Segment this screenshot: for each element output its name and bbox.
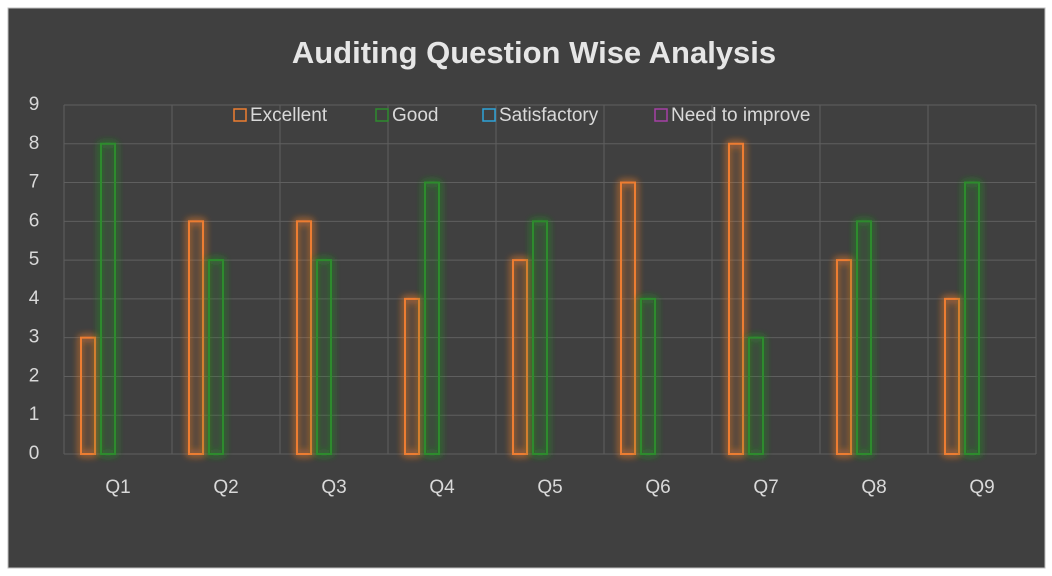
y-tick-label: 0 <box>29 443 40 464</box>
x-tick-label: Q9 <box>969 477 994 498</box>
legend-label: Satisfactory <box>499 105 599 126</box>
bar <box>208 259 224 455</box>
bar <box>748 336 764 455</box>
bar <box>620 181 636 456</box>
y-tick-label: 6 <box>29 210 40 231</box>
bar <box>944 297 960 455</box>
legend-label: Need to improve <box>671 105 810 126</box>
bar <box>640 297 656 455</box>
bar <box>856 220 872 455</box>
bar <box>80 336 96 455</box>
bar <box>836 259 852 455</box>
bar <box>964 181 980 456</box>
x-tick-label: Q5 <box>537 477 562 498</box>
bar <box>316 259 332 455</box>
y-tick-label: 1 <box>29 404 40 425</box>
legend-swatch <box>233 108 247 122</box>
bar <box>512 259 528 455</box>
x-tick-label: Q3 <box>321 477 346 498</box>
x-tick-label: Q7 <box>753 477 778 498</box>
bar <box>424 181 440 456</box>
y-tick-label: 4 <box>29 288 40 309</box>
legend-swatch <box>654 108 668 122</box>
bar <box>728 142 744 455</box>
legend-swatch <box>375 108 389 122</box>
bar <box>188 220 204 455</box>
y-tick-label: 5 <box>29 249 40 270</box>
x-tick-label: Q4 <box>429 477 455 498</box>
chart-title: Auditing Question Wise Analysis <box>292 35 776 70</box>
x-tick-label: Q8 <box>861 477 886 498</box>
x-tick-label: Q1 <box>105 477 130 498</box>
y-tick-label: 3 <box>29 327 40 348</box>
legend-label: Excellent <box>250 105 328 126</box>
bar <box>296 220 312 455</box>
bar <box>404 297 420 455</box>
legend-label: Good <box>392 105 438 126</box>
bar <box>532 220 548 455</box>
x-tick-label: Q6 <box>645 477 670 498</box>
y-tick-label: 7 <box>29 172 40 193</box>
bar <box>100 142 116 455</box>
x-tick-label: Q2 <box>213 477 238 498</box>
y-tick-label: 2 <box>29 365 40 386</box>
legend-swatch <box>482 108 496 122</box>
y-tick-label: 9 <box>29 94 40 115</box>
y-tick-label: 8 <box>29 133 40 154</box>
